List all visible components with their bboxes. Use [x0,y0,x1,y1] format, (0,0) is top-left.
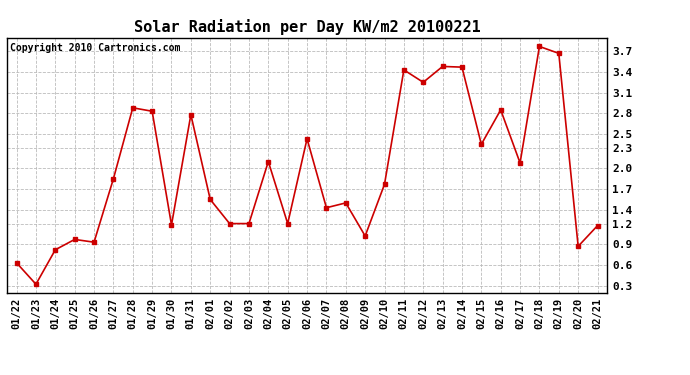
Title: Solar Radiation per Day KW/m2 20100221: Solar Radiation per Day KW/m2 20100221 [134,19,480,35]
Text: Copyright 2010 Cartronics.com: Copyright 2010 Cartronics.com [10,43,180,52]
